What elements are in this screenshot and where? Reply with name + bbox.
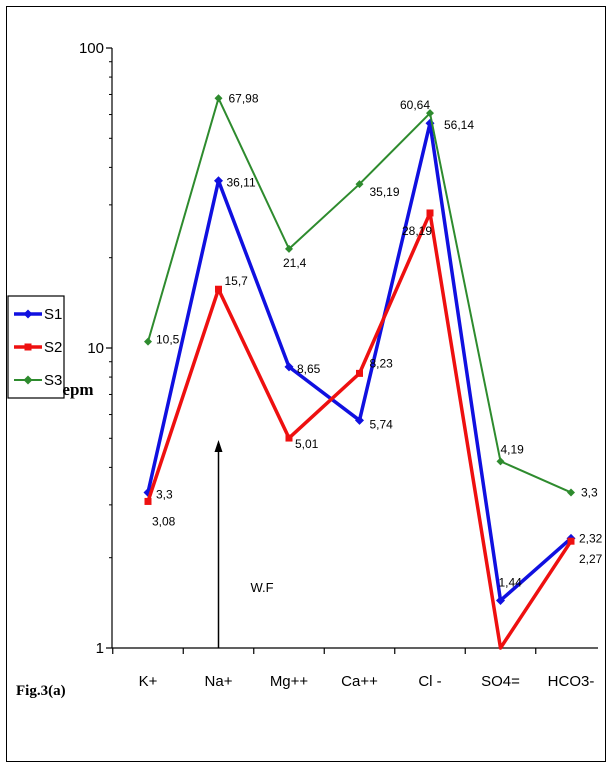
figure-frame bbox=[6, 6, 606, 762]
data-point-S1 bbox=[355, 415, 364, 425]
y-tick-label: 1 bbox=[96, 640, 104, 657]
data-label-S2: 2,27 bbox=[579, 552, 603, 566]
x-tick-label: HCO3- bbox=[548, 673, 595, 690]
data-label-S1: 2,32 bbox=[579, 531, 603, 545]
figure-label: Fig.3(a) bbox=[16, 683, 66, 699]
data-label-S1: 56,14 bbox=[444, 118, 474, 132]
data-label-S3: 60,64 bbox=[400, 98, 430, 112]
data-label-S3: 3,3 bbox=[581, 485, 598, 499]
data-label-S2: 5,01 bbox=[295, 437, 319, 451]
x-tick-label: Mg++ bbox=[270, 673, 309, 690]
data-point-S3 bbox=[355, 180, 364, 189]
annotation-arrow-head bbox=[214, 440, 223, 452]
data-point-S3 bbox=[214, 94, 223, 103]
data-label-S1: 36,11 bbox=[227, 176, 256, 190]
data-point-S1 bbox=[496, 595, 505, 605]
data-label-S3: 35,19 bbox=[370, 185, 400, 199]
data-point-S2 bbox=[144, 497, 152, 505]
legend-label-S1: S1 bbox=[44, 306, 62, 323]
x-tick-label: Ca++ bbox=[341, 673, 378, 690]
data-label-S3: 10,5 bbox=[156, 333, 180, 347]
x-tick-label: K+ bbox=[139, 673, 158, 690]
data-point-S1 bbox=[214, 176, 223, 186]
x-tick-label: Cl - bbox=[418, 673, 441, 690]
chart-annotation: W.F bbox=[214, 440, 274, 648]
data-point-S2 bbox=[426, 209, 434, 217]
data-point-S3 bbox=[285, 244, 293, 253]
data-label-S3: 21,4 bbox=[283, 256, 307, 270]
legend-label-S2: S2 bbox=[44, 339, 62, 356]
data-label-S2: 28,19 bbox=[402, 224, 432, 238]
legend-marker-S1 bbox=[23, 309, 33, 319]
data-point-S3 bbox=[496, 457, 505, 466]
chart-series bbox=[143, 94, 576, 650]
data-label-S1: 8,65 bbox=[297, 362, 321, 376]
data-point-S2 bbox=[567, 537, 575, 545]
y-axis-label: epm bbox=[62, 380, 93, 399]
x-tick-label: SO4= bbox=[481, 673, 520, 690]
x-tick-label: Na+ bbox=[205, 673, 233, 690]
data-label-S3: 4,19 bbox=[501, 442, 525, 456]
data-label-S2: 3,08 bbox=[152, 514, 176, 528]
data-point-S3 bbox=[567, 488, 575, 497]
legend-marker-S3 bbox=[23, 375, 33, 385]
data-label-S2: 15,7 bbox=[225, 274, 249, 288]
data-point-S3 bbox=[144, 337, 152, 346]
y-tick-label: 10 bbox=[87, 340, 104, 357]
series-line-S3 bbox=[147, 97, 572, 494]
chart-data-labels: 3,3 36,11 8,65 5,74 56,14 1,44 2,32 3,08 15,7 5,0… bbox=[152, 91, 603, 589]
data-point-S2 bbox=[285, 434, 293, 442]
data-label-S1: 5,74 bbox=[370, 417, 394, 431]
annotation-label: W.F bbox=[251, 580, 274, 595]
data-point-S2 bbox=[356, 369, 363, 377]
data-point-S1 bbox=[284, 362, 294, 372]
legend-label-S3: S3 bbox=[44, 372, 62, 389]
chart-legend: S1 S2 S3 bbox=[7, 295, 65, 399]
series-line-S1 bbox=[146, 121, 573, 603]
data-point-S3 bbox=[426, 109, 434, 118]
chart-axes: 1 10 100 K+ Na+ Mg++ Ca++ Cl - SO4= HCO3- bbox=[79, 40, 598, 690]
data-label-S1: 3,3 bbox=[156, 487, 173, 501]
data-label-S2: 8,23 bbox=[370, 356, 394, 370]
data-label-S1: 1,44 bbox=[499, 575, 523, 589]
legend-marker-S2 bbox=[24, 343, 32, 351]
data-label-S3: 67,98 bbox=[229, 91, 259, 105]
y-tick-label: 100 bbox=[79, 40, 104, 57]
data-point-S2 bbox=[215, 285, 222, 293]
